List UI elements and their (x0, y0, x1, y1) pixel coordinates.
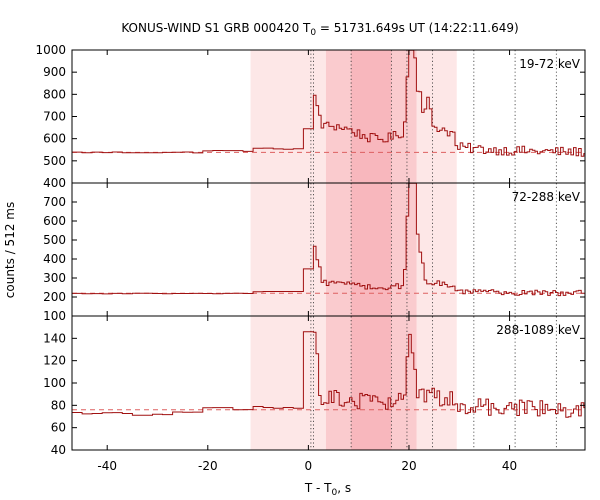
x-axis-label-rest: , s (337, 481, 351, 495)
light-curve-series (72, 331, 585, 418)
y-tick-label: 700 (43, 195, 66, 209)
y-tick-label: 600 (43, 214, 66, 228)
y-tick-label: 500 (43, 233, 66, 247)
chart-title-rest: = 51731.649s UT (14:22:11.649) (316, 21, 519, 35)
energy-band-label: 19-72 keV (519, 57, 581, 71)
x-tick-label: 0 (305, 459, 313, 473)
y-tick-label: 120 (43, 354, 66, 368)
shaded-interval-1 (325, 50, 417, 450)
y-tick-label: 600 (43, 132, 66, 146)
energy-band-label: 72-288 keV (512, 190, 581, 204)
y-tick-label: 60 (51, 421, 66, 435)
y-axis-label: counts / 512 ms (3, 202, 17, 298)
light-curve-series (72, 182, 585, 297)
y-tick-label: 400 (43, 252, 66, 266)
y-tick-label: 800 (43, 87, 66, 101)
x-axis-label-main: T - T (304, 481, 332, 495)
chart-title: KONUS-WIND S1 GRB 000420 T0 = 51731.649s… (121, 21, 518, 38)
x-tick-label: 20 (401, 459, 416, 473)
y-tick-label: 500 (43, 154, 66, 168)
light-curve-series (72, 49, 585, 157)
y-tick-label: 140 (43, 331, 66, 345)
chart-title-sub: 0 (310, 28, 316, 38)
y-tick-label: 100 (43, 376, 66, 390)
x-axis-label-sub: 0 (332, 488, 338, 498)
panel-2: 40 60 80 100 120 140 288-1089 keV (43, 315, 586, 457)
x-tick-label: -20 (198, 459, 218, 473)
y-tick-label: 300 (43, 271, 66, 285)
chart-title-main: KONUS-WIND S1 GRB 000420 T (121, 21, 311, 35)
shaded-interval-0 (250, 50, 457, 450)
shaded-interval-2 (351, 50, 392, 450)
x-axis-label: T - T0, s (304, 481, 351, 498)
y-tick-label: 100 (43, 309, 66, 323)
x-tick-label: -40 (97, 459, 117, 473)
y-tick-label: 900 (43, 65, 66, 79)
y-tick-label: 700 (43, 110, 66, 124)
y-tick-label: 400 (43, 176, 66, 190)
y-tick-label: 200 (43, 290, 66, 304)
energy-band-label: 288-1089 keV (496, 323, 580, 337)
y-tick-label: 1000 (35, 43, 66, 57)
y-tick-label: 40 (51, 443, 66, 457)
x-tick-label: 40 (502, 459, 517, 473)
y-tick-label: 80 (51, 398, 66, 412)
